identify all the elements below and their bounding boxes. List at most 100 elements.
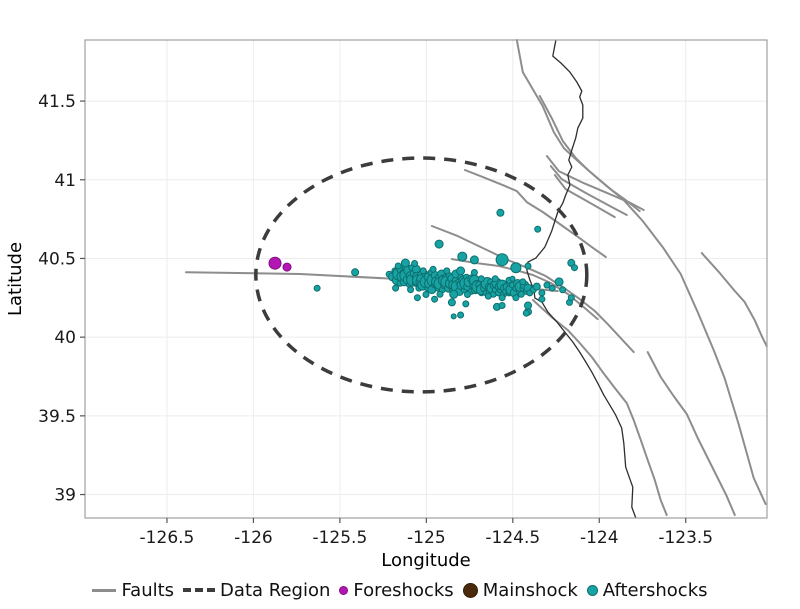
aftershocks-point	[449, 289, 459, 299]
tick-labels: -126.5 -126 -125.5 -125 -124.5 -124 -123.5 39 39…	[38, 92, 713, 548]
legend-item-data-region: Data Region	[183, 580, 330, 601]
fault-line	[538, 95, 641, 213]
legend-item-mainshock: Mainshock	[462, 579, 578, 601]
aftershocks-point	[532, 282, 541, 291]
aftershocks-point	[510, 262, 522, 274]
aftershocks-point	[567, 294, 575, 302]
aftershocks-point	[413, 294, 421, 302]
fault-line	[549, 165, 628, 216]
y-axis-title: Latitude	[5, 242, 26, 316]
aftershocks-point	[456, 266, 466, 276]
data-region-outline	[254, 156, 589, 394]
x-tick-label: -126.5	[140, 528, 195, 548]
y-tick-label: 40	[54, 328, 76, 348]
aftershocks-point	[464, 291, 471, 298]
fault-line	[553, 174, 616, 219]
y-tick-label: 41.5	[38, 92, 76, 112]
aftershocks-point	[496, 208, 505, 217]
fault-line	[463, 169, 607, 258]
legend-label: Faults	[121, 579, 175, 601]
foreshocks-point	[282, 262, 292, 272]
legend-item-faults: Faults	[92, 580, 174, 601]
y-tick-label: 39	[54, 486, 76, 506]
aftershocks-point	[559, 286, 567, 294]
x-tick-label: -124	[580, 528, 619, 548]
y-tick-label: 41	[54, 171, 76, 191]
legend-swatch-dot	[339, 585, 349, 595]
legend-label: Data Region	[220, 579, 331, 601]
y-tick-label: 39.5	[38, 407, 76, 427]
legend-item-foreshocks: Foreshocks	[339, 579, 454, 601]
fault-line	[430, 225, 635, 354]
earthquake-points	[268, 208, 578, 320]
aftershocks-point	[524, 262, 532, 270]
aftershocks-point	[469, 255, 479, 265]
aftershocks-point	[457, 251, 468, 262]
aftershocks-point	[411, 260, 419, 267]
aftershocks-point	[491, 275, 499, 283]
aftershocks-point	[351, 268, 360, 277]
aftershocks-point	[571, 264, 578, 272]
aftershocks-point	[554, 277, 564, 287]
aftershocks-point	[534, 225, 542, 233]
y-tick-label: 40.5	[38, 249, 76, 269]
aftershocks-point	[543, 281, 551, 289]
aftershocks-point	[313, 284, 321, 292]
x-tick-label: -124.5	[485, 528, 540, 548]
aftershocks-point	[400, 258, 410, 268]
legend-item-aftershocks: Aftershocks	[586, 579, 708, 601]
aftershocks-point	[407, 286, 415, 294]
x-axis-title: Longitude	[381, 550, 471, 571]
aftershocks-point	[419, 267, 427, 275]
aftershocks-point	[429, 265, 437, 273]
legend-swatch-dot	[462, 582, 478, 598]
aftershocks-point	[447, 298, 456, 307]
aftershocks-point	[538, 295, 546, 303]
aftershocks-point	[498, 294, 506, 302]
aftershocks-point	[392, 284, 400, 292]
aftershocks-point	[470, 269, 478, 276]
aftershocks-point	[450, 313, 457, 320]
fault-line	[450, 258, 599, 321]
legend-swatch-dot	[586, 584, 598, 596]
x-tick-label: -125	[407, 528, 446, 548]
aftershocks-point	[524, 301, 532, 310]
legend-label: Aftershocks	[602, 579, 708, 601]
aftershocks-point	[548, 284, 556, 292]
aftershocks-point	[422, 291, 430, 298]
aftershocks-point	[495, 253, 509, 267]
aftershocks-point	[484, 292, 492, 300]
aftershocks-point	[517, 290, 525, 298]
aftershocks-point	[436, 290, 444, 298]
aftershocks-point	[434, 239, 444, 249]
fault-line	[545, 155, 645, 211]
data-region-ellipse	[254, 156, 589, 394]
x-tick-label: -123.5	[658, 528, 713, 548]
aftershocks-point	[519, 278, 527, 286]
aftershocks-point	[498, 302, 506, 309]
fault-line	[531, 299, 668, 516]
x-tick-label: -125.5	[312, 528, 367, 548]
aftershocks-point	[538, 289, 546, 297]
foreshocks-point	[268, 256, 282, 270]
x-tick-label: -126	[234, 528, 273, 548]
aftershocks-point	[431, 295, 439, 303]
aftershocks-point	[512, 294, 520, 302]
fault-line	[646, 351, 736, 516]
aftershocks-point	[462, 300, 470, 308]
legend-label: Mainshock	[482, 579, 578, 601]
aftershocks-point	[509, 275, 516, 282]
legend-label: Foreshocks	[353, 579, 454, 601]
aftershocks-point	[457, 311, 465, 319]
fault-line	[515, 39, 767, 505]
coastline-path	[526, 39, 637, 519]
legend-swatch-line	[92, 588, 117, 592]
legend: Faults Data Region Foreshocks Mainshock Afte…	[0, 577, 800, 603]
fault-line	[700, 252, 768, 348]
aftershocks-point	[443, 267, 451, 275]
aftershocks-point	[394, 262, 402, 270]
legend-swatch-dashed	[183, 588, 216, 592]
aftershocks-point	[522, 309, 530, 317]
